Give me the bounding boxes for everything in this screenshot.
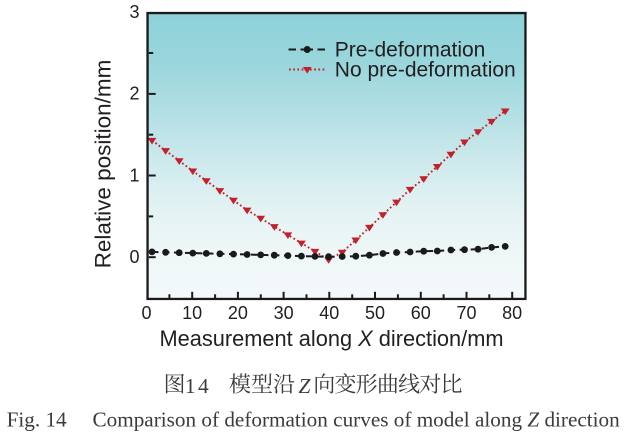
svg-text:Pre-deformation: Pre-deformation bbox=[335, 39, 486, 62]
svg-text:10: 10 bbox=[182, 303, 202, 323]
svg-text:80: 80 bbox=[502, 303, 522, 323]
svg-text:Relative position/mm: Relative position/mm bbox=[91, 60, 116, 269]
svg-text:60: 60 bbox=[411, 303, 431, 323]
svg-text:No pre-deformation: No pre-deformation bbox=[335, 59, 516, 82]
svg-text:30: 30 bbox=[274, 303, 294, 323]
svg-text:Z: Z bbox=[299, 374, 312, 398]
svg-text:Fig. 14: Fig. 14 bbox=[7, 407, 67, 431]
svg-text:20: 20 bbox=[228, 303, 248, 323]
svg-text:0: 0 bbox=[141, 303, 151, 323]
svg-text:3: 3 bbox=[129, 2, 139, 22]
svg-text:0: 0 bbox=[129, 247, 139, 267]
svg-text:Comparison of deformation curv: Comparison of deformation curves of mode… bbox=[93, 407, 621, 431]
svg-text:Measurement along X direction/: Measurement along X direction/mm bbox=[159, 326, 503, 351]
svg-text:2: 2 bbox=[129, 84, 139, 104]
svg-text:1: 1 bbox=[129, 165, 139, 185]
svg-text:40: 40 bbox=[319, 303, 339, 323]
svg-text:14: 14 bbox=[185, 374, 211, 398]
svg-text:70: 70 bbox=[456, 303, 476, 323]
svg-text:50: 50 bbox=[365, 303, 385, 323]
